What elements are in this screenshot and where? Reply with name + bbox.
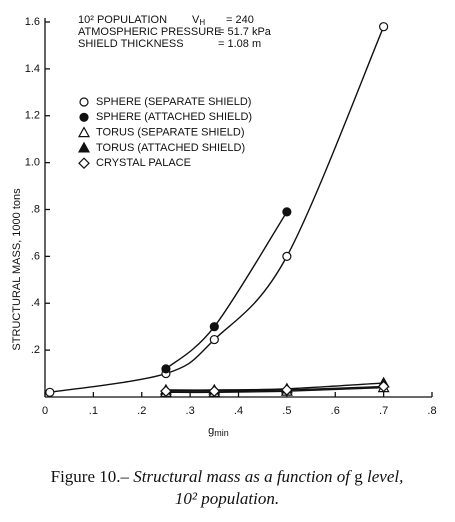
series-line	[165, 211, 288, 370]
legend-marker	[79, 97, 89, 107]
x-axis-label-sub: min	[214, 428, 229, 438]
y-tick-label: 1.6	[25, 16, 40, 28]
annotation-label: 10² POPULATION	[78, 14, 167, 26]
series-line	[165, 382, 384, 391]
legend-label: SPHERE (SEPARATE SHIELD)	[96, 96, 251, 108]
x-tick-label: .2	[137, 405, 146, 417]
caption-part: level,	[363, 467, 404, 486]
legend-marker	[77, 126, 91, 138]
legend-marker	[77, 141, 91, 153]
data-point	[209, 322, 219, 332]
series-line	[165, 386, 384, 394]
caption-part: g	[354, 467, 363, 486]
annotation-key: VH	[192, 14, 205, 27]
legend-marker	[79, 112, 89, 122]
x-tick-label: .4	[234, 405, 243, 417]
data-point	[161, 364, 171, 374]
x-tick-label: .1	[89, 405, 98, 417]
annotation-key-sub: H	[199, 18, 205, 27]
data-point	[45, 387, 55, 397]
legend-label: CRYSTAL PALACE	[96, 157, 191, 169]
caption-part: 10² population.	[175, 489, 279, 508]
annotation-label: ATMOSPHERIC PRESSURE	[78, 26, 221, 38]
y-axis-label: STRUCTURAL MASS, 1000 tons	[11, 188, 23, 351]
x-tick-label: .3	[186, 405, 195, 417]
series-line	[165, 385, 384, 392]
annotation-label: SHIELD THICKNESS	[78, 38, 184, 50]
x-tick-label: .7	[379, 405, 388, 417]
y-tick-label: .2	[31, 344, 40, 356]
y-tick-label: 1.2	[25, 110, 40, 122]
data-point	[282, 251, 292, 261]
y-tick-label: 1.0	[25, 157, 40, 169]
x-axis-label-main: g	[208, 425, 214, 437]
x-tick-label: .5	[282, 405, 291, 417]
data-point	[209, 334, 219, 345]
annotation-value: = 51.7 kPa	[218, 26, 272, 38]
caption: 10² population.	[175, 489, 279, 508]
data-point	[208, 385, 221, 397]
caption: Figure 10.– Structural mass as a functio…	[51, 467, 404, 486]
x-tick-label: .8	[427, 405, 436, 417]
legend-label: SPHERE (ATTACHED SHIELD)	[96, 111, 252, 123]
series-line	[49, 26, 385, 394]
legend-marker	[78, 157, 90, 170]
legend-label: TORUS (SEPARATE SHIELD)	[96, 127, 245, 139]
data-point	[377, 380, 390, 393]
caption-part: Figure 10.–	[51, 467, 134, 486]
caption-part: Structural mass as a function of	[133, 467, 354, 486]
y-tick-label: .6	[31, 250, 40, 262]
data-point	[160, 385, 172, 397]
x-axis-label: gmin	[208, 425, 229, 438]
x-tick-label: 0	[42, 405, 48, 417]
y-tick-label: .8	[31, 203, 40, 215]
annotation-value: = 1.08 m	[218, 38, 261, 50]
y-tick-label: .4	[31, 297, 40, 309]
data-point	[379, 22, 389, 32]
x-tick-label: .6	[331, 405, 340, 417]
legend-label: TORUS (ATTACHED SHIELD)	[96, 142, 245, 154]
data-point	[282, 207, 292, 217]
data-point	[281, 384, 293, 396]
y-tick-label: 1.4	[25, 63, 40, 75]
annotation-key-main: V	[192, 14, 200, 26]
annotation-value: = 240	[226, 14, 254, 26]
